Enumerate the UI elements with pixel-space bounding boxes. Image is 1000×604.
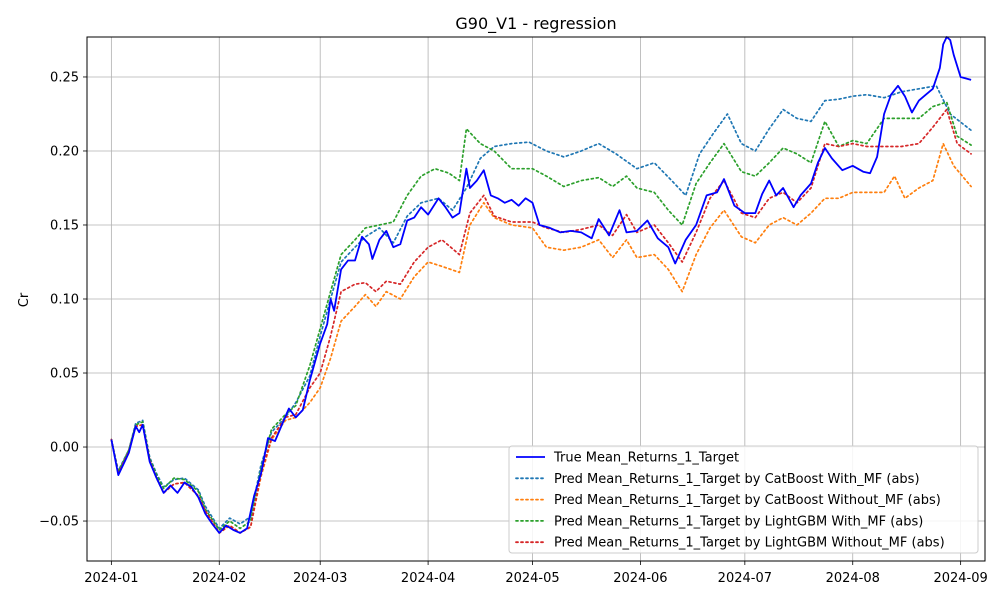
- x-tick-label: 2024-06: [613, 571, 667, 586]
- series-line-2: [110, 142, 972, 534]
- y-tick-label: 0.10: [50, 293, 79, 308]
- y-tick-label: −0.05: [39, 515, 79, 530]
- x-tick-label: 2024-02: [192, 571, 246, 586]
- legend-label: Pred Mean_Returns_1_Target by LightGBM W…: [554, 536, 945, 551]
- series-line-1: [110, 84, 972, 530]
- series-line-3: [110, 101, 972, 531]
- x-tick-label: 2024-07: [718, 571, 772, 586]
- x-tick-label: 2024-01: [84, 571, 138, 586]
- x-tick-label: 2024-04: [401, 571, 455, 586]
- axis-ticks: 2024-01 2024-02 2024-03 2024-04 2024-05 2024-…: [39, 70, 988, 586]
- x-tick-label: 2024-08: [826, 571, 880, 586]
- legend-label: Pred Mean_Returns_1_Target by LightGBM W…: [554, 514, 923, 529]
- y-tick-label: 0.05: [50, 367, 79, 382]
- x-tick-label: 2024-09: [933, 571, 987, 586]
- legend-label: Pred Mean_Returns_1_Target by CatBoost W…: [554, 493, 941, 508]
- chart-title: G90_V1 - regression: [455, 14, 616, 34]
- y-tick-label: 0.20: [50, 144, 79, 159]
- legend-box: [508, 445, 979, 554]
- x-tick-label: 2024-03: [293, 571, 347, 586]
- y-tick-label: 0.15: [50, 218, 79, 233]
- series-group: [110, 36, 972, 534]
- y-tick-label: 0.00: [50, 441, 79, 456]
- y-tick-label: 0.25: [50, 70, 79, 85]
- y-axis-label: Cr: [17, 292, 32, 307]
- series-line-0: [110, 36, 972, 534]
- legend-label: True Mean_Returns_1_Target: [553, 451, 739, 466]
- legend: True Mean_Returns_1_Target Pred Mean_Retu…: [508, 445, 979, 554]
- legend-label: Pred Mean_Returns_1_Target by CatBoost W…: [554, 472, 920, 487]
- series-line-4: [110, 108, 972, 534]
- x-tick-label: 2024-05: [505, 571, 559, 586]
